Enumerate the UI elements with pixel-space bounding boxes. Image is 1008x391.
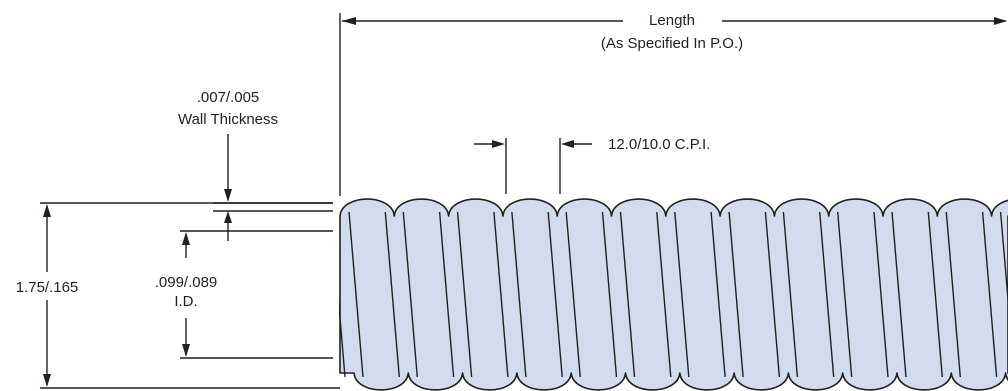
helix-line-left [601, 211, 618, 378]
convoluted-tube [339, 198, 1008, 391]
id-bottom-arrowhead [182, 344, 190, 357]
helix-line-left [384, 211, 400, 378]
helix-line-left [438, 211, 455, 378]
helix-line-left [819, 211, 835, 378]
helix-line-right [511, 211, 527, 378]
helix-line-left [339, 298, 346, 378]
helix-line-left [710, 211, 726, 378]
helix-line-right [456, 211, 473, 378]
pitch-left-arrowhead [492, 140, 505, 148]
helix-line-left [764, 211, 781, 378]
helix-line-right [402, 211, 418, 378]
length-note: (As Specified In P.O.) [601, 35, 743, 52]
tube-body [339, 198, 1008, 391]
wall-thickness-label: Wall Thickness [178, 111, 278, 128]
length-left-arrowhead [342, 17, 356, 25]
helix-line-left [656, 211, 672, 378]
helix-line-right [837, 211, 853, 378]
helix-line-right [891, 211, 907, 378]
helix-line-right [728, 211, 744, 378]
wall-top-arrowhead [224, 189, 232, 202]
helix-line-right [945, 211, 961, 378]
length-right-arrowhead [994, 17, 1007, 25]
inner-diameter-label: I.D. [174, 293, 197, 310]
wall-bottom-arrowhead [224, 211, 232, 223]
wall-thickness-value: .007/.005 [197, 89, 260, 106]
inner-diameter-value: .099/.089 [155, 274, 218, 291]
helix-line-right [565, 211, 581, 378]
od-bottom-arrowhead [43, 374, 51, 387]
helix-line-left [927, 211, 943, 378]
pitch-value: 12.0/10.0 C.P.I. [608, 136, 710, 153]
helix-line-right [348, 211, 364, 378]
pitch-right-arrowhead [561, 140, 574, 148]
pitch-dimension [474, 138, 592, 194]
outer-diameter-dimension [40, 202, 340, 389]
wall-thickness-dimension [213, 134, 333, 241]
od-top-arrowhead [43, 204, 51, 217]
outer-diameter-value: 1.75/.165 [16, 279, 79, 296]
helix-line-left [873, 211, 889, 378]
helix-line-right [674, 211, 690, 378]
helix-line-left [547, 211, 563, 378]
helix-line-left [493, 211, 509, 378]
length-label: Length [649, 12, 695, 29]
helix-convolution-lines [339, 211, 1008, 378]
helix-line-right [782, 211, 799, 378]
helix-line-right [619, 211, 636, 378]
id-top-arrowhead [182, 232, 190, 245]
helix-line-left [981, 211, 998, 378]
length-dimension [339, 13, 1007, 196]
inner-diameter-dimension [180, 230, 333, 359]
